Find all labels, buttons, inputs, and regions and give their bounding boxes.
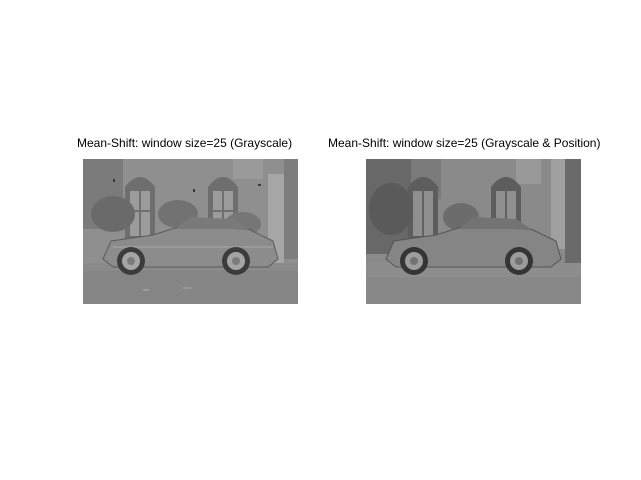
right-segmented-image: [366, 159, 581, 304]
right-axes-title: Mean-Shift: window size=25 (Grayscale & …: [328, 136, 601, 150]
left-segmented-image: [83, 159, 298, 304]
left-axes-title: Mean-Shift: window size=25 (Grayscale): [77, 136, 293, 150]
